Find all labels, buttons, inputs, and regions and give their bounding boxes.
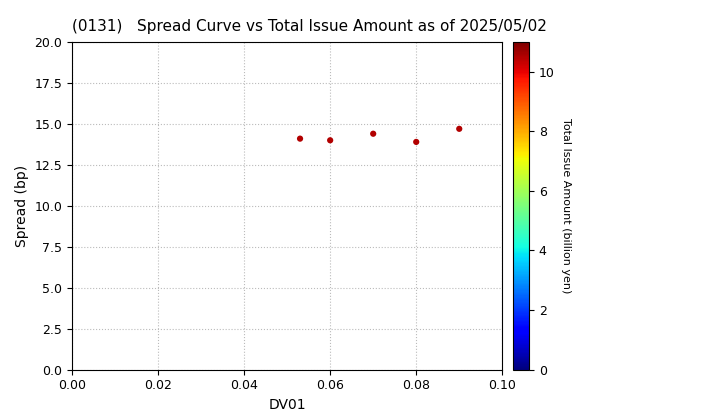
Point (454, 126, 465, 132)
Y-axis label: Total Issue Amount (billion yen): Total Issue Amount (billion yen) (562, 118, 571, 294)
X-axis label: DV01: DV01 (269, 398, 306, 412)
Text: (0131)   Spread Curve vs Total Issue Amount as of 2025/05/02: (0131) Spread Curve vs Total Issue Amoun… (72, 19, 547, 34)
Y-axis label: Spread (bp): Spread (bp) (15, 165, 29, 247)
Point (367, 130, 379, 137)
Point (325, 137, 336, 144)
Point (410, 139, 422, 145)
Point (294, 135, 306, 142)
